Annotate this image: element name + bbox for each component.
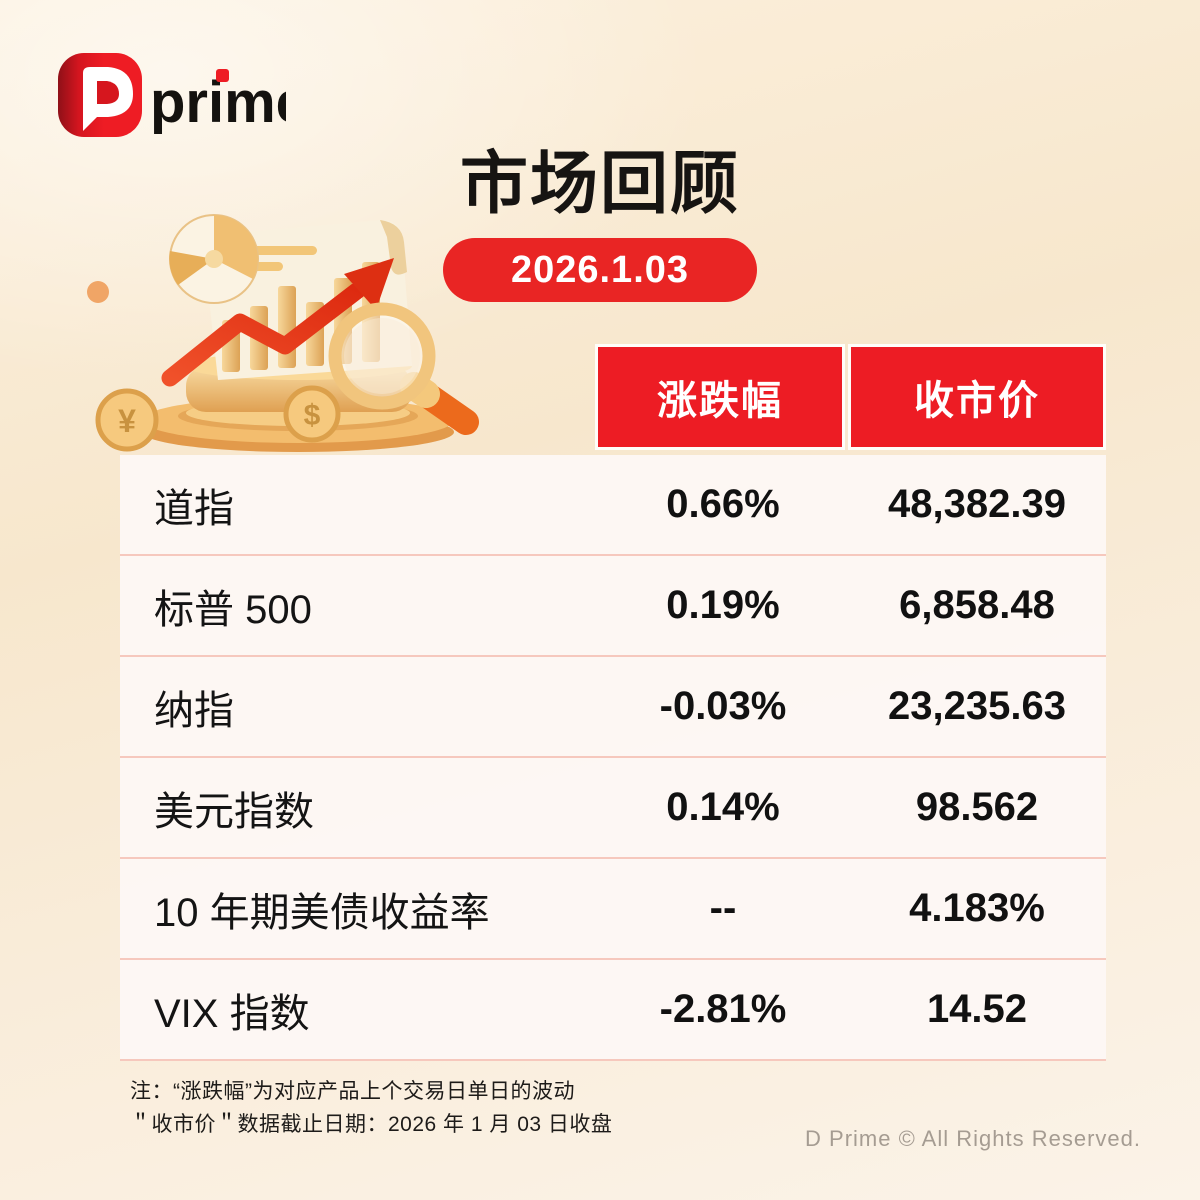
table-row-sp500: 标普 500 0.19% 6,858.48 (120, 556, 1106, 657)
table-row-nasdaq: 纳指 -0.03% 23,235.63 (120, 657, 1106, 758)
row-label: 10 年期美债收益率 (154, 890, 490, 935)
logo-d-icon (58, 53, 142, 137)
row-close-value: 23,235.63 (888, 684, 1066, 728)
footnote-line2: ＂收市价＂数据截止日期：2026 年 1 月 03 日收盘 (130, 1112, 613, 1136)
column-header-close: 收市价 (848, 344, 1106, 450)
yen-coin-icon: ¥ (95, 388, 159, 452)
market-chart-3d-illustration: ¥ $ (87, 214, 479, 452)
row-change-value: 0.66% (666, 482, 780, 526)
date-badge: 2026.1.03 (443, 238, 757, 302)
svg-text:¥: ¥ (118, 403, 136, 439)
table-row-dow: 道指 0.66% 48,382.39 (120, 455, 1106, 556)
row-close-value: 6,858.48 (899, 583, 1055, 627)
row-change-value: -0.03% (659, 684, 787, 728)
row-label: 标普 500 (154, 587, 312, 632)
floating-sphere (87, 281, 109, 303)
table-row-dxy: 美元指数 0.14% 98.562 (120, 758, 1106, 859)
row-change-value: 0.19% (666, 583, 780, 627)
market-table: 道指 0.66% 48,382.39 标普 500 0.19% 6,858.48… (120, 455, 1106, 1061)
row-close-value: 14.52 (926, 987, 1028, 1031)
row-close-value: 98.562 (915, 785, 1039, 829)
table-row-us10y: 10 年期美债收益率 -- 4.183% (120, 859, 1106, 960)
row-change-value: -- (709, 886, 737, 930)
table-row-vix: VIX 指数 -2.81% 14.52 (120, 960, 1106, 1061)
pie-chart-icon (169, 214, 259, 304)
copyright-text: D Prime © All Rights Reserved. (805, 1126, 1141, 1151)
magnifier-icon (328, 302, 479, 435)
row-change-value: 0.14% (666, 785, 780, 829)
row-label: 美元指数 (154, 789, 314, 834)
footnotes: 注：“涨跌幅”为对应产品上个交易日单日的波动 ＂收市价＂数据截止日期：2026 … (130, 1076, 612, 1141)
row-label: VIX 指数 (154, 991, 310, 1036)
row-label: 道指 (154, 486, 234, 531)
logo-i-dot (216, 69, 229, 82)
footnote-line1: 注：“涨跌幅”为对应产品上个交易日单日的波动 (130, 1080, 575, 1103)
dprime-logo: prime (58, 53, 286, 137)
row-close-value: 48,382.39 (888, 482, 1066, 526)
row-label: 纳指 (154, 688, 234, 733)
row-change-value: -2.81% (659, 987, 787, 1031)
page-title: 市场回顾 (459, 146, 740, 222)
row-close-value: 4.183% (909, 886, 1045, 930)
svg-text:$: $ (304, 399, 321, 432)
rising-arrow-icon (161, 258, 394, 387)
column-header-change: 涨跌幅 (595, 344, 845, 450)
dollar-coin-icon: $ (283, 385, 341, 443)
